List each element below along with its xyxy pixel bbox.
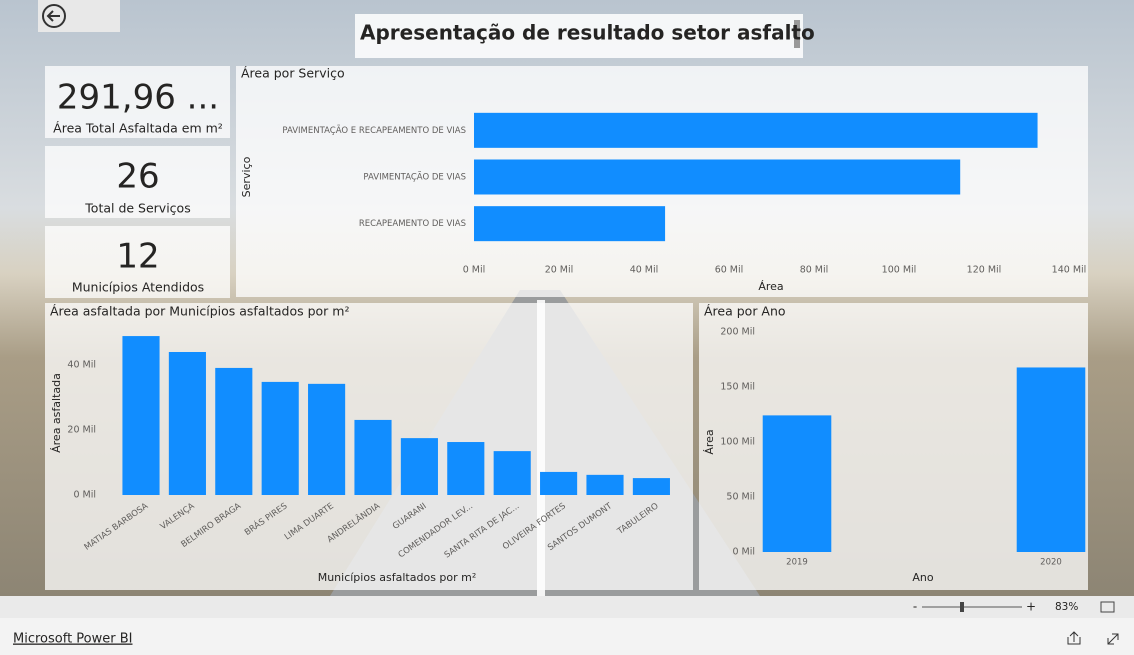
bar bbox=[632, 478, 670, 495]
x-tick-label: 20 Mil bbox=[545, 265, 574, 276]
title-scrollbar bbox=[794, 20, 800, 48]
back-arrow bbox=[46, 10, 60, 22]
chart-title: Área por Serviço bbox=[241, 66, 345, 81]
card-label: Total de Serviços bbox=[84, 201, 190, 216]
bar bbox=[1016, 367, 1086, 552]
y-axis-title: Serviço bbox=[240, 156, 253, 197]
x-tick-label: 0 Mil bbox=[463, 265, 486, 276]
y-tick-label: PAVIMENTAÇÃO DE VIAS bbox=[363, 172, 466, 183]
card-value: 26 bbox=[116, 157, 159, 197]
x-tick-label: 140 Mil bbox=[1052, 265, 1087, 276]
bar bbox=[400, 438, 438, 495]
title-box bbox=[355, 14, 803, 58]
bar bbox=[354, 419, 392, 495]
x-tick-label: 40 Mil bbox=[630, 265, 659, 276]
bar bbox=[474, 112, 1038, 148]
zoom-out[interactable]: - bbox=[913, 600, 917, 614]
footer-link[interactable]: Microsoft Power BI bbox=[13, 632, 132, 647]
card-label: Municípios Atendidos bbox=[72, 280, 204, 295]
back-icon[interactable] bbox=[42, 4, 66, 28]
expand-icon[interactable] bbox=[1107, 633, 1119, 645]
x-tick-label: 100 Mil bbox=[882, 265, 917, 276]
bar bbox=[215, 367, 253, 495]
status-bar bbox=[0, 596, 1134, 618]
x-tick-label: 2020 bbox=[1040, 558, 1062, 568]
chart-title: Área por Ano bbox=[704, 304, 786, 319]
bar bbox=[308, 383, 346, 495]
bar bbox=[168, 352, 206, 495]
x-axis-title: Municípios asfaltados por m² bbox=[318, 571, 477, 584]
y-tick-label: 50 Mil bbox=[726, 492, 755, 503]
bar bbox=[540, 471, 578, 495]
card-value: 291,96 ... bbox=[57, 78, 219, 118]
zoom-in[interactable]: + bbox=[1026, 600, 1036, 614]
x-tick-label: 2019 bbox=[786, 558, 808, 568]
x-tick-label: 120 Mil bbox=[967, 265, 1002, 276]
y-axis-title: Área bbox=[703, 429, 716, 454]
y-tick-label: 40 Mil bbox=[67, 360, 96, 371]
bar bbox=[493, 451, 531, 495]
share-icon[interactable] bbox=[1067, 631, 1081, 645]
x-axis-title: Área bbox=[758, 280, 783, 293]
fit-icon[interactable] bbox=[1100, 601, 1115, 613]
card-label: Área Total Asfaltada em m² bbox=[53, 121, 223, 136]
card-value: 12 bbox=[116, 237, 159, 277]
bar bbox=[261, 381, 299, 495]
x-axis-title: Ano bbox=[912, 571, 933, 584]
bar bbox=[586, 474, 624, 495]
bar bbox=[447, 442, 485, 495]
y-tick-label: 0 Mil bbox=[73, 490, 96, 501]
x-tick-label: 60 Mil bbox=[715, 265, 744, 276]
card bbox=[45, 226, 230, 298]
y-tick-label: RECAPEAMENTO DE VIAS bbox=[359, 219, 466, 229]
y-tick-label: 100 Mil bbox=[720, 437, 755, 448]
zoom-level: 83% bbox=[1055, 601, 1078, 613]
y-tick-label: 150 Mil bbox=[720, 382, 755, 393]
bar bbox=[762, 415, 832, 552]
card bbox=[45, 146, 230, 218]
bar bbox=[122, 336, 160, 495]
bar bbox=[474, 206, 666, 242]
y-tick-label: 0 Mil bbox=[732, 547, 755, 558]
x-tick-label: 80 Mil bbox=[800, 265, 829, 276]
bar bbox=[474, 159, 961, 195]
y-tick-label: 200 Mil bbox=[720, 327, 755, 338]
zoom-thumb[interactable] bbox=[960, 602, 964, 612]
y-tick-label: PAVIMENTAÇÃO E RECAPEAMENTO DE VIAS bbox=[282, 125, 466, 136]
chart-title: Área asfaltada por Municípios asfaltados… bbox=[50, 304, 349, 319]
y-axis-title: Área asfaltada bbox=[50, 373, 63, 453]
footer bbox=[0, 618, 1134, 655]
page-title: Apresentação de resultado setor asfalto bbox=[360, 21, 815, 45]
card bbox=[45, 66, 230, 138]
y-tick-label: 20 Mil bbox=[67, 425, 96, 436]
